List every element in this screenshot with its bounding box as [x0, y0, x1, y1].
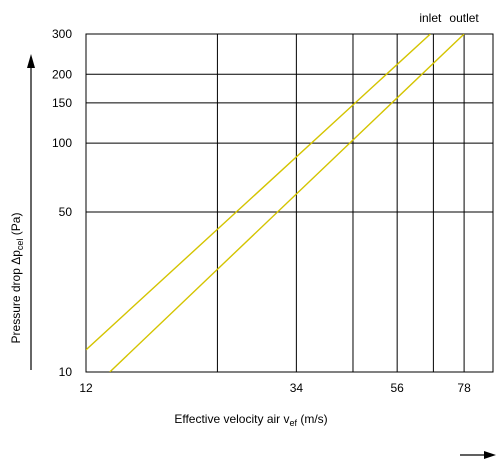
x-tick-label: 12 [79, 381, 93, 395]
y-tick-label: 100 [52, 136, 72, 150]
series-labels: inlet outlet [419, 11, 479, 25]
x-axis-label-sub: ef [289, 418, 297, 428]
x-tick-label: 56 [390, 381, 404, 395]
series-line-inlet [86, 34, 431, 351]
tick-labels: 12 34 56 78 10 50 100 150 200 300 [52, 27, 471, 395]
x-tick-label: 34 [290, 381, 304, 395]
y-tick-label: 300 [52, 27, 72, 41]
x-axis-arrow-head [484, 451, 496, 459]
y-axis-label-suffix: (Pa) [9, 213, 23, 239]
series-lines [86, 34, 465, 372]
y-tick-label: 200 [52, 67, 72, 81]
y-axis-label-prefix: Pressure drop Δp [9, 250, 23, 344]
x-tick-label: 78 [457, 381, 471, 395]
series-label-outlet: outlet [449, 11, 479, 25]
grid-lines [85, 33, 494, 373]
plot-frame [85, 33, 494, 373]
series-label-inlet: inlet [419, 11, 442, 25]
x-axis-label-prefix: Effective velocity air v [174, 412, 289, 426]
y-axis-label: Pressure drop Δpcel (Pa) [9, 213, 25, 344]
y-axis-label-sub: cel [15, 239, 25, 251]
y-axis-arrow-head [27, 54, 35, 68]
x-axis-label-suffix: (m/s) [297, 412, 328, 426]
series-line-outlet [109, 34, 465, 372]
y-tick-label: 50 [59, 205, 73, 219]
y-tick-label: 150 [52, 96, 72, 110]
y-tick-label: 10 [59, 365, 73, 379]
x-axis-label: Effective velocity air vef (m/s) [174, 412, 327, 428]
